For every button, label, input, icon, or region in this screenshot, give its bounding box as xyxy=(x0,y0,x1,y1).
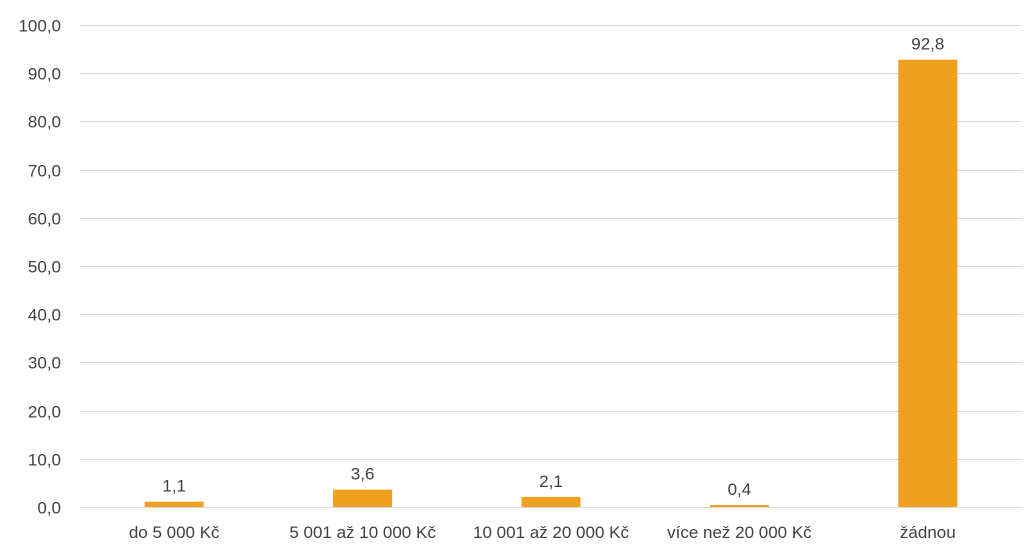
y-tick-label: 100,0 xyxy=(18,17,61,36)
x-tick-label: žádnou xyxy=(900,523,956,542)
x-tick-label: 5 001 až 10 000 Kč xyxy=(289,523,436,542)
y-tick-label: 90,0 xyxy=(28,65,61,84)
y-tick-label: 50,0 xyxy=(28,258,61,277)
bar xyxy=(144,501,204,507)
y-tick-label: 40,0 xyxy=(28,306,61,325)
y-tick-label: 60,0 xyxy=(28,210,61,229)
bar xyxy=(898,59,958,507)
y-tick-label: 30,0 xyxy=(28,354,61,373)
data-label: 0,4 xyxy=(728,480,752,499)
bar xyxy=(709,505,769,507)
x-tick-label: 10 001 až 20 000 Kč xyxy=(473,523,629,542)
data-label: 92,8 xyxy=(911,35,944,54)
data-label: 3,6 xyxy=(351,465,375,484)
y-tick-label: 80,0 xyxy=(28,113,61,132)
x-axis-tick-labels: do 5 000 Kč 5 001 až 10 000 Kč 10 001 až 2… xyxy=(129,523,956,542)
bar xyxy=(333,489,393,507)
y-tick-label: 20,0 xyxy=(28,403,61,422)
data-label: 2,1 xyxy=(539,472,563,491)
x-tick-label: více než 20 000 Kč xyxy=(667,523,812,542)
y-tick-label: 10,0 xyxy=(28,451,61,470)
bar xyxy=(521,496,581,507)
gridlines xyxy=(80,25,1022,508)
x-tick-label: do 5 000 Kč xyxy=(129,523,220,542)
data-label: 1,1 xyxy=(162,477,186,496)
y-tick-label: 70,0 xyxy=(28,162,61,181)
bars xyxy=(144,59,958,507)
y-axis-tick-labels: 0,0 10,0 20,0 30,0 40,0 50,0 60,0 70,0 80,0 90,0 1… xyxy=(18,17,61,518)
data-labels: 1,1 3,6 2,1 0,4 92,8 xyxy=(162,35,944,499)
y-tick-label: 0,0 xyxy=(37,499,61,518)
